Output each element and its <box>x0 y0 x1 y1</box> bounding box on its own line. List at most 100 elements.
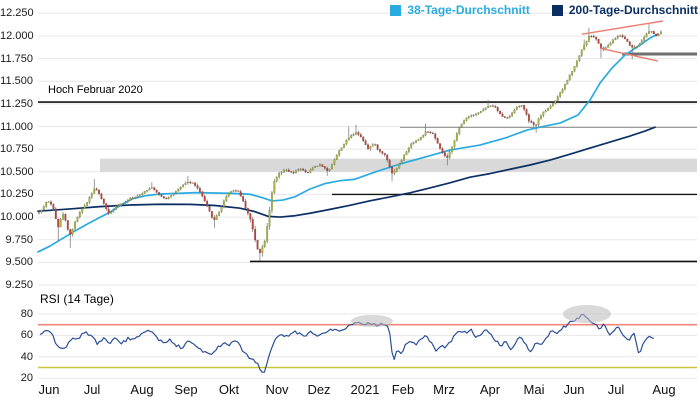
candle-up <box>93 188 96 194</box>
candle-up <box>537 118 540 125</box>
ma38-line <box>37 33 659 253</box>
candle-up <box>619 35 622 37</box>
candle-up <box>551 103 554 107</box>
candle-up <box>285 169 288 171</box>
candle-up <box>561 89 564 93</box>
candle-up <box>458 127 461 134</box>
candle-up <box>110 211 113 214</box>
candle-up <box>345 140 348 145</box>
candle-up <box>515 106 518 110</box>
candle-down <box>302 168 305 171</box>
candle-up <box>338 150 341 156</box>
y-tick-label: 9.750 <box>5 233 33 246</box>
candle-down <box>244 200 247 209</box>
candle-up <box>472 114 475 116</box>
candle-up <box>405 151 408 156</box>
candle-down <box>427 131 430 133</box>
candle-up <box>340 147 343 151</box>
rsi-tick-label: 80 <box>20 308 33 320</box>
candle-down <box>158 192 161 196</box>
candle-down <box>379 149 382 152</box>
candle-down <box>597 38 600 44</box>
x-tick-label: Feb <box>391 382 415 397</box>
candle-down <box>359 134 362 138</box>
candle-down <box>69 229 72 235</box>
candle-down <box>655 33 658 37</box>
candle-up <box>225 196 228 202</box>
y-tick-label: 10.750 <box>0 143 34 156</box>
candle-up <box>90 193 93 198</box>
candle-down <box>162 196 165 199</box>
candle-down <box>506 117 509 119</box>
candle-down <box>429 131 432 134</box>
x-tick-label: Aug <box>652 382 676 397</box>
candle-up <box>400 159 403 164</box>
candle-down <box>362 136 365 141</box>
candle-down <box>383 153 386 155</box>
y-tick-label: 12.000 <box>0 29 34 42</box>
candle-up <box>475 113 478 116</box>
rsi-tick-label: 40 <box>20 350 33 363</box>
candle-down <box>386 154 389 161</box>
y-tick-label: 10.500 <box>0 165 34 178</box>
candle-down <box>100 193 103 200</box>
x-tick-label: Sep <box>174 382 198 397</box>
candle-up <box>635 46 638 48</box>
x-tick-label: Mrz <box>433 382 455 397</box>
candle-down <box>64 213 67 221</box>
ma200-line <box>37 126 656 218</box>
candle-down <box>206 200 209 207</box>
candle-up <box>131 197 134 199</box>
candle-down <box>436 138 439 144</box>
candle-up <box>417 139 420 141</box>
candle-up <box>170 195 173 198</box>
candle-down <box>246 208 249 214</box>
candle-down <box>590 36 593 38</box>
candle-up <box>86 202 89 206</box>
candle-up <box>172 192 175 196</box>
rsi-highlight-ellipse <box>351 315 393 327</box>
candle-down <box>249 213 252 220</box>
candle-up <box>81 208 84 213</box>
candle-down <box>431 132 434 134</box>
x-tick-label: Jul <box>607 382 625 397</box>
candle-up <box>275 176 278 182</box>
rsi-highlight-ellipse <box>563 305 611 323</box>
candle-down <box>189 181 192 184</box>
candle-down <box>194 182 197 186</box>
candle-down <box>66 220 69 230</box>
candle-up <box>268 210 271 227</box>
candle-up <box>232 190 235 192</box>
candle-up <box>470 115 473 117</box>
candle-down <box>165 198 168 200</box>
candle-up <box>222 200 225 207</box>
candle-up <box>330 164 333 170</box>
candle-down <box>501 113 504 117</box>
candle-down <box>258 249 261 254</box>
candle-down <box>57 218 60 228</box>
candle-up <box>342 143 345 148</box>
candle-up <box>318 164 321 167</box>
candle-down <box>496 107 499 112</box>
candle-down <box>525 109 528 115</box>
trend-wedge-line <box>599 47 659 62</box>
candle-up <box>398 163 401 169</box>
candle-down <box>374 144 377 146</box>
candle-down <box>191 182 194 184</box>
candle-down <box>107 208 110 214</box>
candle-up <box>122 203 125 205</box>
candle-up <box>138 194 141 197</box>
candle-up <box>230 191 233 194</box>
candle-up <box>119 203 122 206</box>
candle-down <box>527 114 530 122</box>
candle-down <box>491 105 494 107</box>
candle-up <box>350 135 353 138</box>
candle-down <box>306 171 309 174</box>
candle-up <box>465 117 468 121</box>
candle-down <box>234 190 237 192</box>
candle-down <box>304 170 307 173</box>
candle-up <box>571 71 574 76</box>
candle-down <box>54 208 57 220</box>
candle-down <box>532 122 535 125</box>
candle-down <box>201 191 204 197</box>
